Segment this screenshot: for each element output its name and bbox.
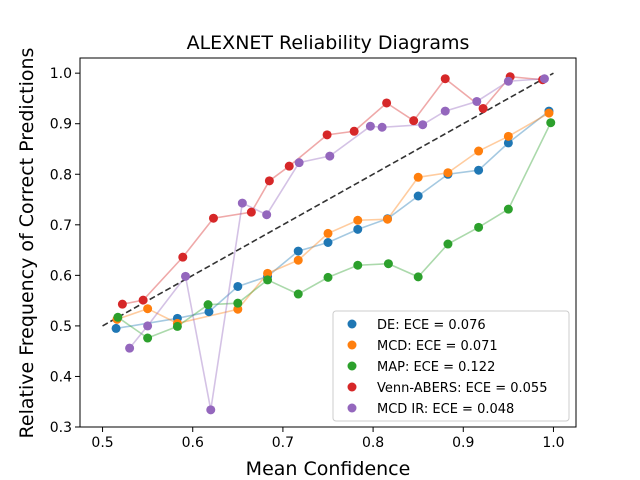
legend-label-mcd-ir: MCD IR: ECE = 0.048 bbox=[377, 402, 514, 417]
data-point-map bbox=[233, 298, 243, 308]
legend-marker-map bbox=[347, 361, 357, 371]
data-point-map bbox=[143, 333, 153, 343]
data-point-mcd-ir bbox=[325, 151, 335, 161]
data-point-mcd bbox=[263, 268, 273, 278]
x-tick-label: 0.8 bbox=[362, 435, 384, 451]
data-point-map bbox=[353, 260, 363, 270]
legend-marker-de bbox=[347, 319, 357, 329]
y-tick-label: 0.5 bbox=[50, 319, 72, 335]
data-point-mcd bbox=[383, 214, 393, 224]
data-point-de bbox=[323, 238, 333, 247]
data-point-mcd bbox=[323, 228, 333, 238]
data-point-map bbox=[113, 312, 123, 322]
series-line-de bbox=[115, 110, 550, 330]
legend-label-mcd: MCD: ECE = 0.071 bbox=[377, 339, 498, 354]
data-point-mcd-ir bbox=[143, 321, 153, 331]
plot-area bbox=[102, 72, 556, 415]
data-point-mcd-ir bbox=[539, 74, 549, 84]
y-tick-label: 0.8 bbox=[50, 167, 72, 183]
data-point-mcd bbox=[143, 304, 153, 314]
data-point-map bbox=[263, 275, 273, 285]
data-point-map bbox=[413, 272, 423, 282]
data-point-map bbox=[172, 321, 182, 331]
data-point-venn-abers bbox=[382, 98, 392, 108]
legend-box bbox=[332, 310, 570, 422]
series-line-mcd bbox=[116, 112, 550, 325]
data-point-venn-abers bbox=[284, 161, 294, 171]
data-point-mcd-ir bbox=[503, 76, 513, 86]
data-point-map bbox=[203, 300, 213, 310]
x-axis-label: Mean Confidence bbox=[246, 458, 411, 480]
x-tick-label: 0.5 bbox=[91, 435, 113, 451]
y-tick-label: 1.0 bbox=[50, 66, 72, 82]
data-point-de bbox=[474, 165, 484, 175]
x-tick-label: 0.9 bbox=[452, 435, 474, 451]
chart-title: ALEXNET Reliability Diagrams bbox=[187, 32, 470, 54]
data-point-map bbox=[503, 204, 513, 214]
data-point-de bbox=[353, 224, 363, 234]
data-point-venn-abers bbox=[322, 130, 332, 140]
y-tick-label: 0.4 bbox=[50, 369, 72, 385]
data-point-de bbox=[413, 191, 423, 201]
data-point-de bbox=[233, 281, 243, 291]
data-point-map bbox=[293, 289, 303, 299]
data-point-map bbox=[546, 118, 556, 128]
x-tick-label: 0.6 bbox=[182, 435, 204, 451]
data-point-venn-abers bbox=[349, 126, 359, 136]
data-point-mcd-ir bbox=[377, 122, 387, 132]
data-point-mcd bbox=[413, 172, 423, 182]
data-point-mcd bbox=[353, 215, 363, 225]
legend-marker-mcd-ir bbox=[347, 403, 357, 413]
data-point-mcd-ir bbox=[181, 271, 191, 281]
data-point-venn-abers bbox=[178, 252, 188, 262]
data-point-mcd bbox=[474, 146, 484, 156]
y-tick-label: 0.3 bbox=[50, 420, 72, 436]
data-point-venn-abers bbox=[117, 299, 127, 309]
data-point-map bbox=[474, 222, 484, 232]
data-point-venn-abers bbox=[264, 176, 274, 186]
data-point-mcd-ir bbox=[294, 158, 304, 168]
data-point-mcd-ir bbox=[237, 198, 247, 208]
data-point-mcd-ir bbox=[418, 120, 428, 130]
legend: DE: ECE = 0.076 MCD: ECE = 0.071 MAP: ECE … bbox=[332, 310, 570, 422]
x-tick-label: 1.0 bbox=[542, 435, 564, 451]
data-point-de bbox=[293, 246, 303, 256]
data-point-mcd-ir bbox=[206, 405, 216, 415]
legend-marker-mcd bbox=[347, 340, 357, 350]
data-point-mcd-ir bbox=[262, 210, 272, 220]
data-point-de bbox=[111, 323, 121, 333]
data-point-mcd bbox=[503, 131, 513, 141]
legend-label-de: DE: ECE = 0.076 bbox=[377, 318, 486, 333]
data-point-mcd bbox=[293, 255, 303, 265]
data-point-mcd bbox=[443, 168, 453, 178]
data-point-venn-abers bbox=[440, 74, 450, 84]
y-tick-label: 0.6 bbox=[50, 268, 72, 284]
data-point-map bbox=[383, 259, 393, 269]
legend-label-map: MAP: ECE = 0.122 bbox=[377, 360, 495, 375]
data-point-venn-abers bbox=[409, 116, 419, 126]
legend-label-venn-abers: Venn-ABERS: ECE = 0.055 bbox=[377, 381, 547, 396]
data-point-mcd-ir bbox=[125, 343, 135, 353]
data-point-map bbox=[323, 272, 333, 282]
y-tick-label: 0.9 bbox=[50, 117, 72, 133]
data-point-de bbox=[503, 138, 513, 148]
data-point-map bbox=[443, 239, 453, 249]
y-axis-label: Relative Frequency of Correct Prediction… bbox=[16, 48, 38, 439]
data-point-venn-abers bbox=[478, 104, 488, 114]
data-point-mcd-ir bbox=[472, 96, 482, 106]
perfect-calibration-line bbox=[102, 72, 554, 327]
data-point-de bbox=[204, 307, 214, 317]
x-tick-label: 0.7 bbox=[272, 435, 294, 451]
data-point-mcd bbox=[544, 108, 554, 118]
data-point-venn-abers bbox=[208, 213, 218, 223]
data-point-mcd-ir bbox=[440, 106, 450, 116]
data-point-mcd-ir bbox=[365, 121, 375, 131]
y-tick-label: 0.7 bbox=[50, 218, 72, 234]
data-point-venn-abers bbox=[138, 295, 148, 305]
data-point-venn-abers bbox=[246, 207, 256, 217]
legend-marker-venn-abers bbox=[347, 382, 357, 392]
axes-frame bbox=[79, 57, 577, 428]
